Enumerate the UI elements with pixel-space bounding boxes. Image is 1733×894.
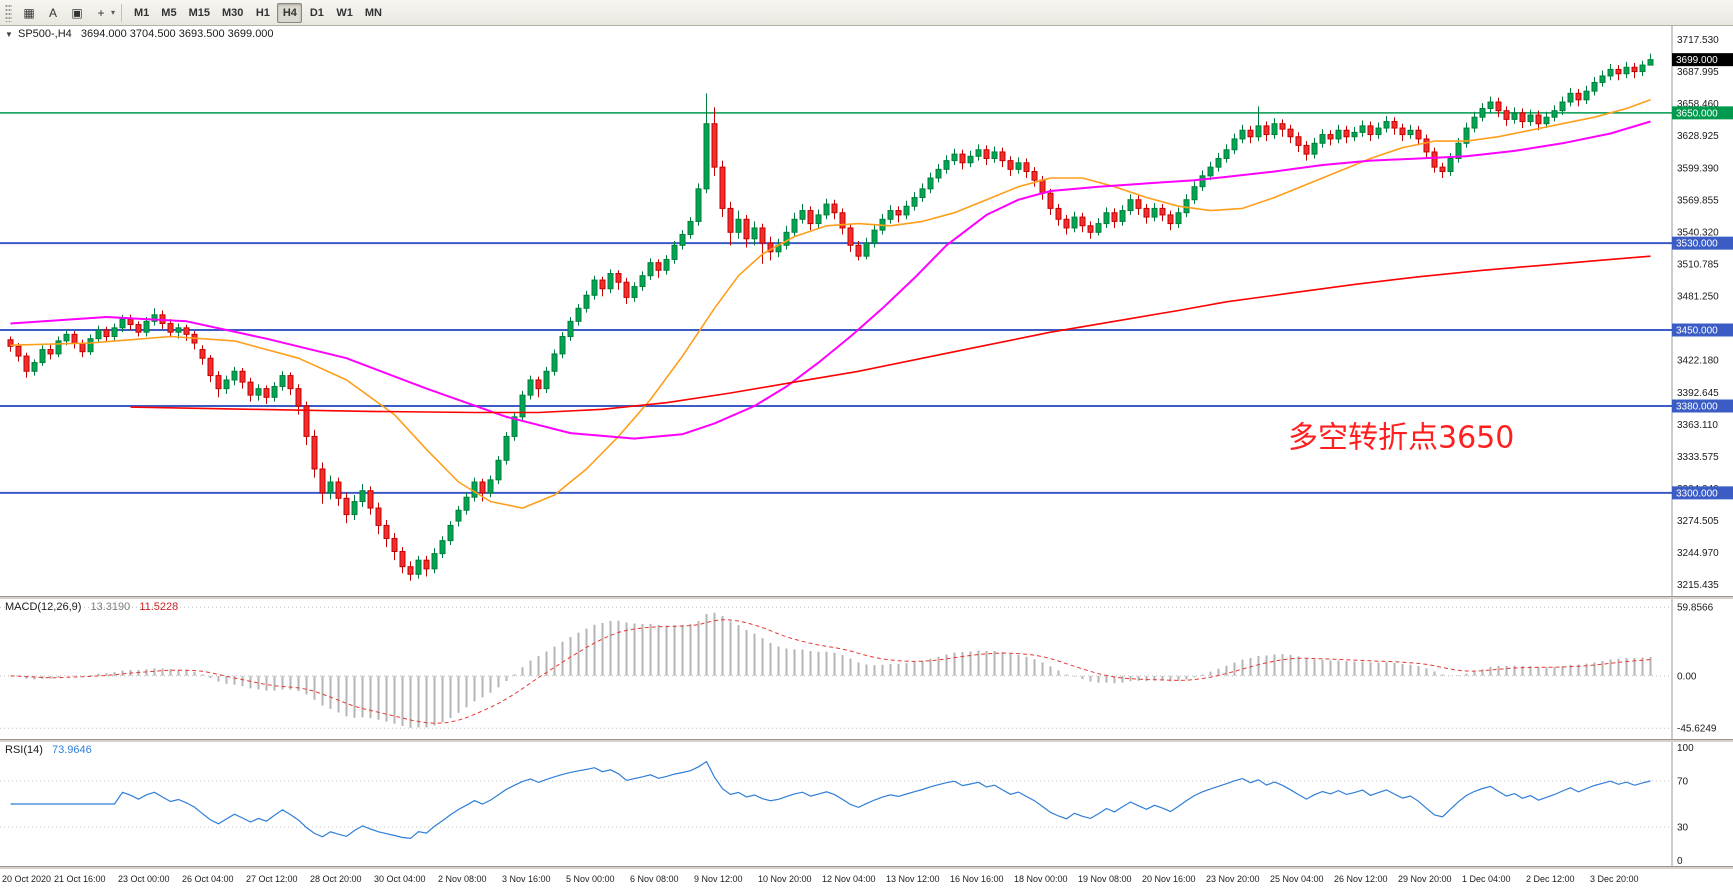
toolbar: ▦ A ▣ + ▾ M1 M5 M15 M30 H1 H4 D1 W1 MN (0, 0, 1733, 26)
price-tag-3530.000: 3530.000 (1672, 236, 1733, 250)
time-label: 23 Oct 00:00 (118, 874, 170, 884)
price-axis-label: 3363.110 (1677, 420, 1718, 431)
macd-axis-label: 0.00 (1677, 671, 1697, 682)
timeframe-button-w1[interactable]: W1 (331, 3, 358, 23)
timeframe-button-m30[interactable]: M30 (217, 3, 248, 23)
rsi-panel[interactable]: 100 70 30 0 RSI(14) 73.9646 (0, 742, 1733, 866)
timeframe-button-m15[interactable]: M15 (184, 3, 215, 23)
time-label: 2 Dec 12:00 (1526, 874, 1575, 884)
timeframe-button-h1[interactable]: H1 (250, 3, 275, 23)
chart-grid-icon[interactable]: ▦ (18, 3, 40, 23)
time-label: 20 Nov 16:00 (1142, 874, 1196, 884)
panel-divider[interactable] (0, 866, 1733, 869)
time-label: 9 Nov 12:00 (694, 874, 743, 884)
macd-signal-line (10, 619, 1651, 724)
cursor-tool-icon[interactable]: + (90, 3, 112, 23)
price-axis-label: 3540.320 (1677, 227, 1719, 238)
time-label: 23 Nov 20:00 (1206, 874, 1260, 884)
svg-text:3300.000: 3300.000 (1676, 488, 1718, 499)
time-label: 26 Oct 04:00 (182, 874, 234, 884)
time-label: 12 Nov 04:00 (822, 874, 876, 884)
time-label: 27 Oct 12:00 (246, 874, 298, 884)
price-tag-3300.000: 3300.000 (1672, 486, 1733, 500)
rsi-axis-label: 70 (1677, 777, 1689, 788)
time-label: 28 Oct 20:00 (310, 874, 362, 884)
timeframe-button-mn[interactable]: MN (360, 3, 387, 23)
rsi-axis-label: 0 (1677, 856, 1683, 866)
time-label: 29 Nov 20:00 (1398, 874, 1452, 884)
macd-axis-label: 59.8566 (1677, 603, 1714, 614)
rsi-axis-label: 100 (1677, 743, 1694, 754)
price-axis-label: 3274.505 (1677, 516, 1719, 527)
price-axis-label: 3510.785 (1677, 260, 1719, 271)
price-axis-label: 3215.435 (1677, 580, 1719, 591)
time-label: 10 Nov 20:00 (758, 874, 812, 884)
toolbar-grip[interactable] (5, 3, 12, 22)
price-axis-label: 3333.575 (1677, 452, 1719, 463)
timeframe-button-d1[interactable]: D1 (304, 3, 329, 23)
rsi-line (10, 760, 1651, 840)
price-axis-label: 3717.530 (1677, 35, 1719, 46)
macd-histogram (17, 612, 1652, 728)
annotation-text[interactable]: 多空转折点3650 (1288, 420, 1514, 455)
time-label: 26 Nov 12:00 (1334, 874, 1388, 884)
price-tag-3699.000: 3699.000 (1672, 53, 1733, 67)
timeframe-button-m1[interactable]: M1 (129, 3, 154, 23)
time-label: 20 Oct 2020 (2, 874, 52, 884)
price-axis-label: 3687.995 (1677, 67, 1719, 78)
main-chart-panel[interactable]: 3717.530 3687.995 3658.460 3628.925 3599.390… (0, 26, 1733, 596)
time-label: 6 Nov 08:00 (630, 874, 679, 884)
macd-canvas[interactable]: 59.8566 0.00 -45.6249 (0, 599, 1733, 739)
time-label: 16 Nov 16:00 (950, 874, 1004, 884)
ma-slow-magenta (10, 120, 1651, 440)
time-label: 19 Nov 08:00 (1078, 874, 1132, 884)
price-axis-label: 3244.970 (1677, 548, 1719, 559)
timeframe-button-h4[interactable]: H4 (277, 2, 303, 23)
panel-divider[interactable] (0, 739, 1733, 742)
rsi-axis-label: 30 (1677, 822, 1689, 833)
time-label: 3 Nov 16:00 (502, 874, 551, 884)
price-axis-label: 3628.925 (1677, 131, 1719, 142)
timeframe-button-m5[interactable]: M5 (156, 3, 181, 23)
svg-text:3530.000: 3530.000 (1676, 239, 1718, 250)
candles (7, 53, 1654, 581)
price-tag-3380.000: 3380.000 (1672, 399, 1733, 413)
time-label: 21 Oct 16:00 (54, 874, 106, 884)
price-axis-label: 3392.645 (1677, 388, 1719, 399)
macd-panel[interactable]: 59.8566 0.00 -45.6249 MACD(12,26,9) 13.319… (0, 599, 1733, 739)
chevron-down-icon[interactable]: ▾ (111, 8, 116, 17)
svg-text:3450.000: 3450.000 (1676, 326, 1718, 337)
time-label: 3 Dec 20:00 (1590, 874, 1639, 884)
time-label: 25 Nov 04:00 (1270, 874, 1324, 884)
time-label: 13 Nov 12:00 (886, 874, 940, 884)
macd-axis-label: -45.6249 (1677, 724, 1717, 735)
price-tag-3450.000: 3450.000 (1672, 323, 1733, 337)
ma-long-red (130, 255, 1651, 414)
time-label: 2 Nov 08:00 (438, 874, 487, 884)
rsi-canvas[interactable]: 100 70 30 0 (0, 742, 1733, 866)
time-label: 30 Oct 04:00 (374, 874, 426, 884)
price-axis-label: 3422.180 (1677, 356, 1719, 367)
price-axis-label: 3569.855 (1677, 195, 1719, 206)
main-chart-canvas[interactable]: 3717.530 3687.995 3658.460 3628.925 3599.390… (0, 26, 1733, 596)
svg-text:3650.000: 3650.000 (1676, 108, 1718, 119)
chart-frame-icon[interactable]: ▣ (66, 3, 88, 23)
svg-text:3699.000: 3699.000 (1676, 55, 1718, 66)
timeframe-button-group: M1 M5 M15 M30 H1 H4 D1 W1 MN (128, 2, 388, 23)
ma-fast-orange (10, 99, 1651, 509)
time-label: 18 Nov 00:00 (1014, 874, 1068, 884)
text-annotation-icon[interactable]: A (42, 3, 64, 23)
svg-text:3380.000: 3380.000 (1676, 402, 1718, 413)
price-axis-label: 3658.460 (1677, 99, 1719, 110)
panel-divider[interactable] (0, 596, 1733, 599)
price-axis-label: 3481.250 (1677, 292, 1719, 303)
time-axis[interactable]: 20 Oct 2020 21 Oct 16:00 23 Oct 00:00 26 Oc… (0, 869, 1733, 894)
toolbar-separator (121, 3, 123, 22)
price-axis-label: 3599.390 (1677, 163, 1719, 174)
time-label: 5 Nov 00:00 (566, 874, 615, 884)
time-label: 1 Dec 04:00 (1462, 874, 1511, 884)
price-tag-3650.000: 3650.000 (1672, 106, 1733, 120)
